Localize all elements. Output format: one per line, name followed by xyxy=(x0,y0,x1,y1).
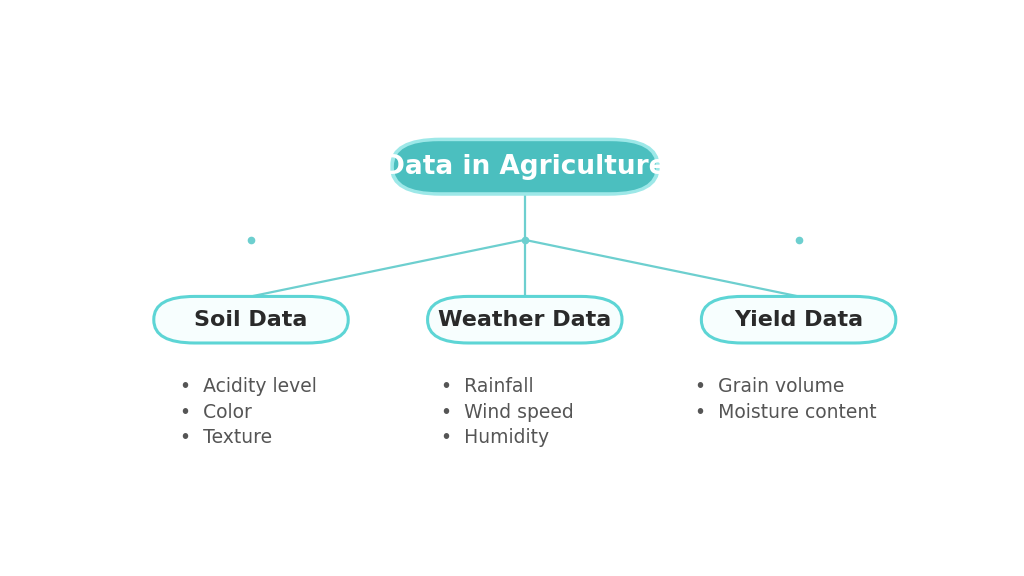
FancyBboxPatch shape xyxy=(394,141,655,192)
Text: Yield Data: Yield Data xyxy=(734,310,863,329)
Text: •  Moisture content: • Moisture content xyxy=(695,403,877,422)
Text: Weather Data: Weather Data xyxy=(438,310,611,329)
FancyBboxPatch shape xyxy=(154,297,348,343)
Text: Soil Data: Soil Data xyxy=(195,310,307,329)
Text: •  Wind speed: • Wind speed xyxy=(441,403,574,422)
FancyBboxPatch shape xyxy=(428,297,622,343)
Text: •  Humidity: • Humidity xyxy=(441,428,550,447)
Text: •  Texture: • Texture xyxy=(179,428,271,447)
FancyBboxPatch shape xyxy=(701,297,896,343)
Text: •  Grain volume: • Grain volume xyxy=(695,377,845,396)
Text: •  Rainfall: • Rainfall xyxy=(441,377,535,396)
Text: •  Acidity level: • Acidity level xyxy=(179,377,316,396)
Text: •  Color: • Color xyxy=(179,403,252,422)
Text: Data in Agriculture: Data in Agriculture xyxy=(383,154,667,180)
FancyBboxPatch shape xyxy=(390,138,659,196)
